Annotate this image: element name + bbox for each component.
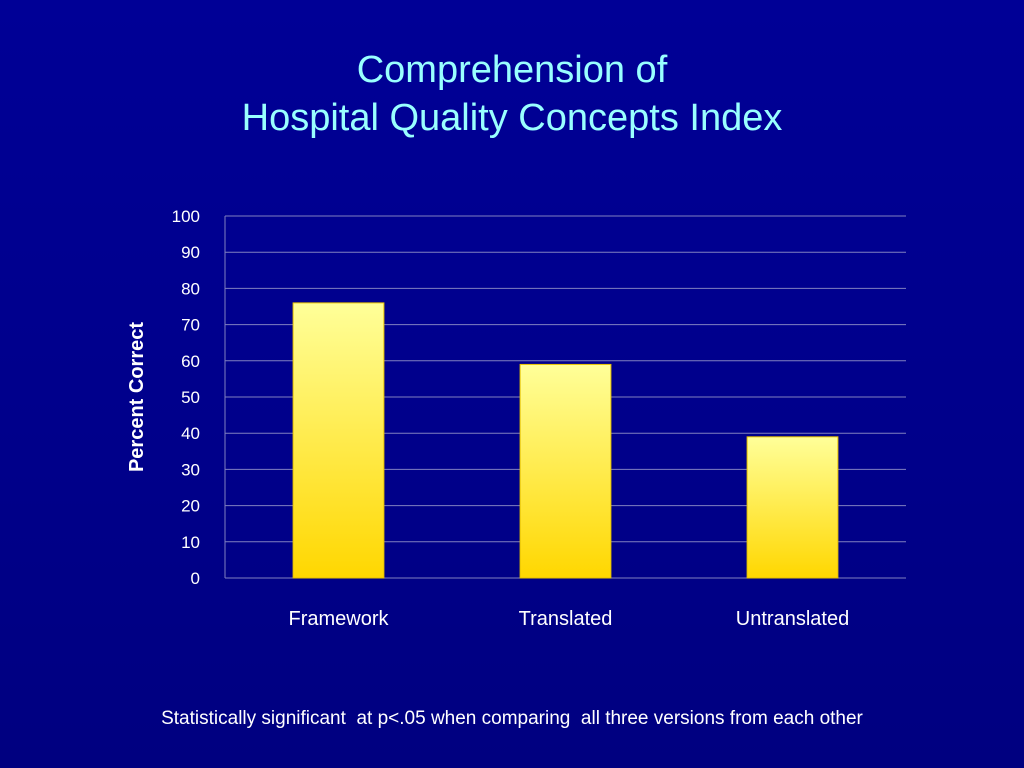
x-axis-labels: Framework Translated Untranslated	[288, 608, 849, 630]
bar-framework	[292, 302, 385, 579]
y-tick-label: 20	[181, 497, 200, 516]
slide-title: Comprehension of Hospital Quality Concep…	[0, 46, 1024, 142]
y-tick-label: 40	[181, 424, 200, 443]
y-tick-label: 100	[172, 207, 200, 226]
bar-translated	[519, 363, 612, 579]
y-tick-label: 70	[181, 316, 200, 335]
footnote: Statistically significant at p<.05 when …	[161, 708, 863, 729]
title-line-1: Comprehension of	[356, 49, 668, 91]
y-tick-label: 90	[181, 243, 200, 262]
bar-untranslated	[746, 436, 839, 579]
y-axis-ticks: 0 10 20 30 40 50 60 70 80 90 100	[172, 207, 200, 588]
y-tick-label: 30	[181, 460, 200, 479]
title-line-2: Hospital Quality Concepts Index	[241, 97, 783, 139]
x-tick-label: Untranslated	[736, 608, 849, 630]
y-tick-label: 10	[181, 533, 200, 552]
y-tick-label: 0	[191, 569, 200, 588]
bars	[292, 302, 839, 579]
y-tick-label: 60	[181, 352, 200, 371]
x-tick-label: Translated	[519, 608, 613, 630]
y-axis-label: Percent Correct	[126, 322, 148, 472]
y-tick-label: 80	[181, 279, 200, 298]
x-tick-label: Framework	[288, 608, 389, 630]
y-tick-label: 50	[181, 388, 200, 407]
